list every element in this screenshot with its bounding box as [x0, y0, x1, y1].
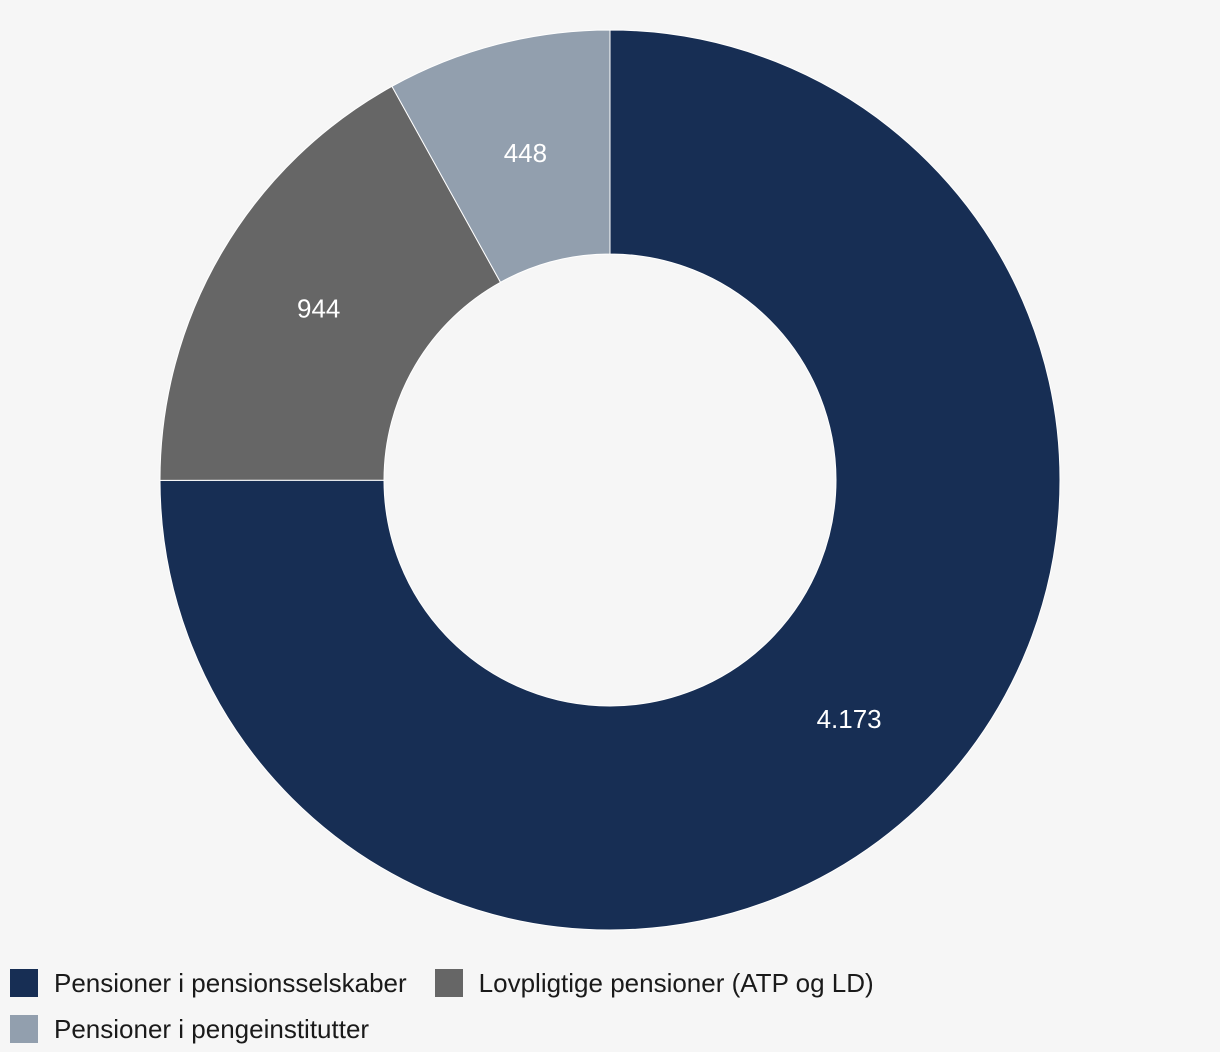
- slices-group: [159, 29, 1061, 931]
- slice-lovpligtige[interactable]: [159, 85, 502, 481]
- legend-swatch: [10, 969, 38, 997]
- slice-value-label: 944: [297, 294, 340, 324]
- legend-item-lovpligtige[interactable]: Lovpligtige pensioner (ATP og LD): [434, 967, 874, 998]
- slice-pensionsselskaber[interactable]: [159, 29, 1061, 931]
- legend-label: Lovpligtige pensioner (ATP og LD): [478, 967, 874, 998]
- slice-value-label: 448: [504, 138, 547, 168]
- donut-svg: 4.173 944 448: [159, 29, 1061, 931]
- legend-swatch: [434, 969, 463, 997]
- legend-swatch: [10, 1015, 38, 1043]
- slice-value-label: 4.173: [817, 704, 882, 734]
- legend: Pensioner i pensionsselskaber Lovpligtig…: [10, 968, 1210, 1044]
- legend-item-pensionsselskaber[interactable]: Pensioner i pensionsselskaber: [10, 968, 407, 998]
- legend-label: Pensioner i pensionsselskaber: [54, 967, 407, 998]
- legend-label: Pensioner i pengeinstitutter: [54, 1013, 370, 1044]
- slice-labels-group: 4.173 944 448: [297, 138, 882, 734]
- legend-item-pengeinstitutter[interactable]: Pensioner i pengeinstitutter: [10, 1014, 369, 1044]
- slice-pengeinstitutter[interactable]: [391, 29, 611, 283]
